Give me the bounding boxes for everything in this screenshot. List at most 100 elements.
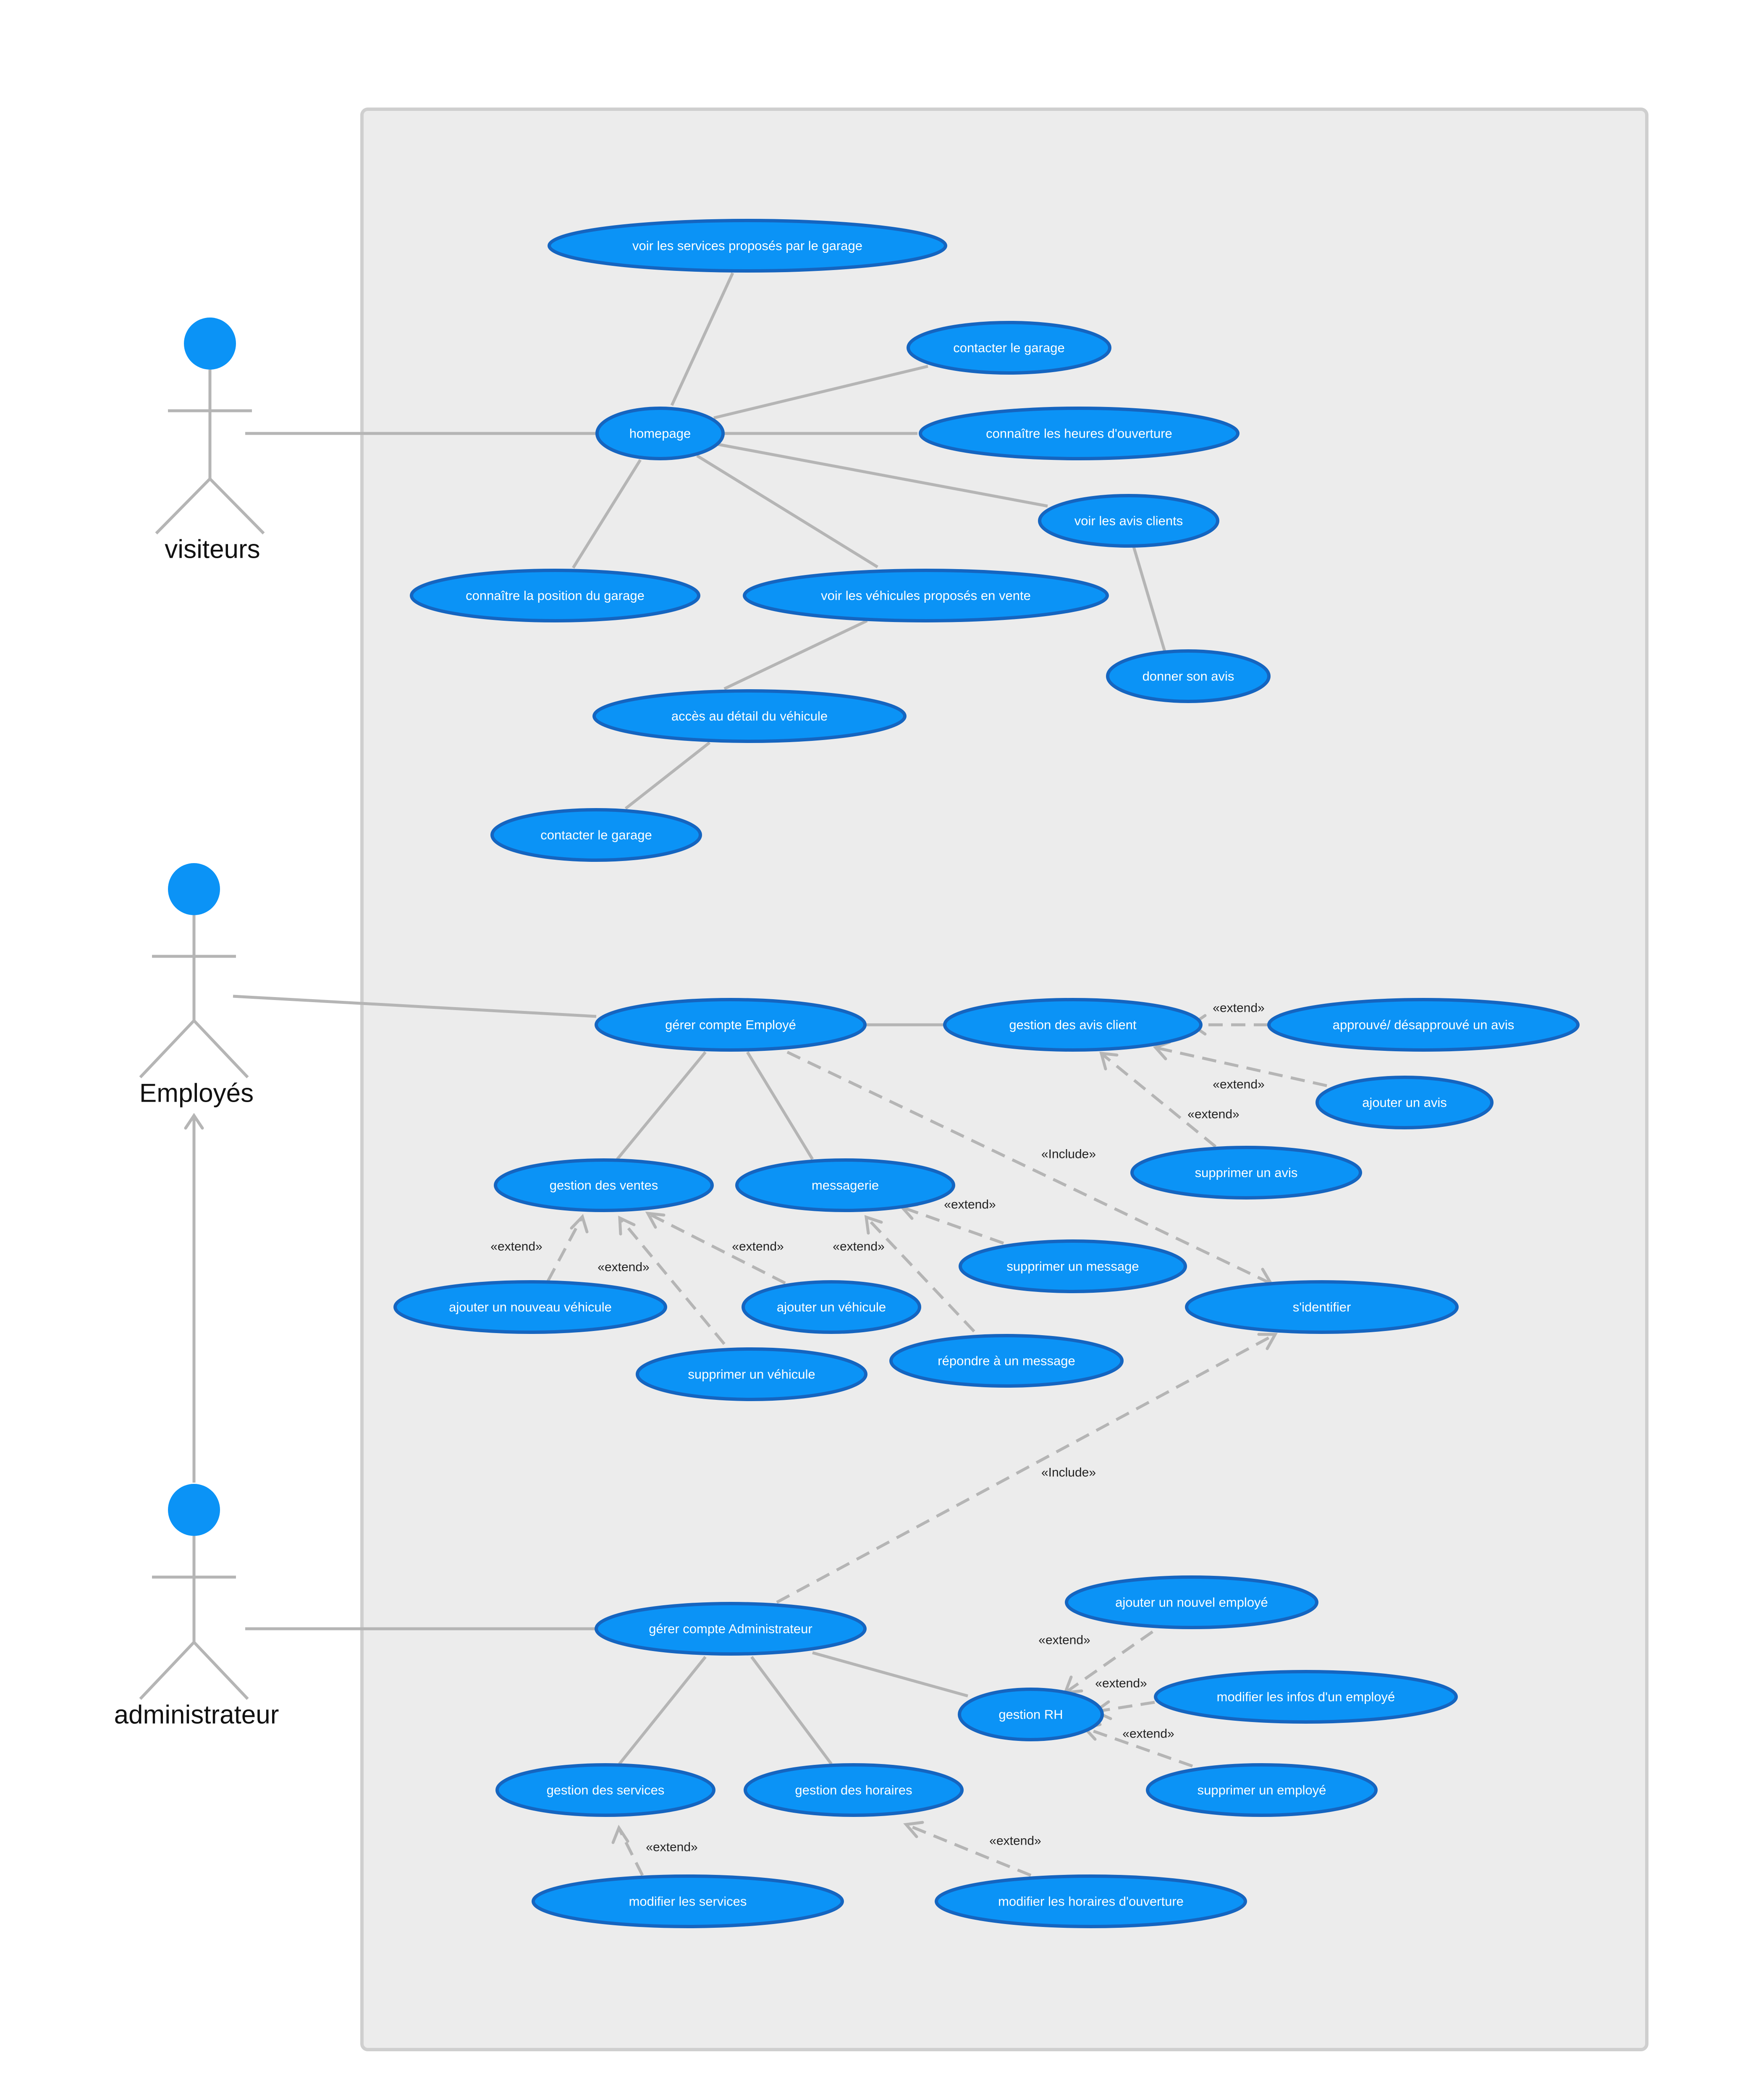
arrow-ajouter-vehicule: [645, 1211, 666, 1229]
assoc-admin-rh: [812, 1651, 968, 1698]
use-case-detail-vehicule[interactable]: accès au détail du véhicule: [592, 689, 907, 743]
use-case-label: répondre à un message: [938, 1354, 1075, 1368]
use-case-supprimer-avis[interactable]: supprimer un avis: [1130, 1146, 1362, 1200]
dep-ajouter-avis: [1156, 1046, 1327, 1087]
actor-head: [168, 863, 220, 915]
assoc-admin-services: [618, 1656, 707, 1765]
association-lines: [233, 272, 1173, 1765]
stereo-extend: «extend»: [490, 1240, 542, 1254]
use-case-label: messagerie: [812, 1178, 879, 1193]
use-case-label: gérer compte Employé: [665, 1018, 796, 1032]
system-boundary: [360, 108, 1648, 2051]
use-case-label: supprimer un véhicule: [688, 1367, 815, 1382]
stereo-include: «Include»: [1041, 1147, 1096, 1161]
use-case-gestion-horaires[interactable]: gestion des horaires: [744, 1763, 964, 1817]
use-case-label: accès au détail du véhicule: [671, 709, 828, 724]
use-case-label: gestion des ventes: [550, 1178, 658, 1193]
use-case-label: ajouter un avis: [1362, 1095, 1447, 1110]
use-case-label: s'identifier: [1293, 1300, 1351, 1315]
use-case-approuve-avis[interactable]: approuvé/ désapprouvé un avis: [1267, 998, 1580, 1052]
stereo-extend: «extend»: [1213, 1078, 1264, 1092]
use-case-voir-avis[interactable]: voir les avis clients: [1038, 494, 1219, 548]
use-case-modifier-services[interactable]: modifier les services: [532, 1874, 844, 1928]
dep-supprimer-avis: [1101, 1053, 1217, 1148]
use-case-gestion-avis-client[interactable]: gestion des avis client: [943, 998, 1203, 1052]
use-case-contacter-garage[interactable]: contacter le garage: [907, 321, 1111, 375]
arrow-modifier-services: [611, 1824, 629, 1844]
use-case-gerer-compte-employe[interactable]: gérer compte Employé: [595, 998, 867, 1052]
assoc-homepage-position: [572, 459, 642, 569]
arrow-supprimer-avis: [1099, 1051, 1119, 1071]
use-case-supprimer-message[interactable]: supprimer un message: [959, 1239, 1187, 1293]
actor-employes[interactable]: Employés: [139, 863, 254, 1108]
assoc-admin-horaires: [750, 1656, 833, 1765]
stereo-include: «Include»: [1041, 1466, 1096, 1480]
arrow-ajouter-nouveau-vehicule: [570, 1214, 589, 1234]
arrow-repondre-message: [864, 1215, 883, 1235]
actor-head: [184, 318, 236, 370]
use-case-ajouter-vehicule[interactable]: ajouter un véhicule: [742, 1280, 921, 1334]
use-case-gestion-rh[interactable]: gestion RH: [958, 1688, 1104, 1741]
use-case-label: ajouter un nouveau véhicule: [449, 1300, 612, 1315]
use-case-heures-ouverture[interactable]: connaître les heures d'ouverture: [919, 407, 1240, 460]
arrow-include-admin: [1257, 1333, 1278, 1350]
use-case-gestion-services[interactable]: gestion des services: [495, 1763, 715, 1817]
dep-ajouter-employe: [1065, 1630, 1154, 1693]
use-case-label: gestion des avis client: [1009, 1018, 1137, 1032]
use-case-repondre-message[interactable]: répondre à un message: [889, 1334, 1124, 1388]
use-case-label: gérer compte Administrateur: [649, 1622, 812, 1636]
use-case-messagerie[interactable]: messagerie: [735, 1158, 955, 1212]
use-case-position-garage[interactable]: connaître la position du garage: [410, 569, 700, 622]
use-case-label: connaître la position du garage: [466, 588, 645, 603]
use-case-label: contacter le garage: [953, 341, 1064, 355]
use-case-label: ajouter un nouvel employé: [1115, 1595, 1268, 1610]
use-case-label: connaître les heures d'ouverture: [986, 426, 1172, 441]
assoc-homepage-vehicules: [696, 454, 878, 568]
stereo-extend: «extend»: [1038, 1633, 1090, 1647]
use-case-donner-avis[interactable]: donner son avis: [1106, 649, 1271, 703]
assoc-vehicules-detail: [723, 619, 868, 690]
stereo-extend: «extend»: [646, 1840, 697, 1854]
dep-modifier-infos: [1095, 1701, 1155, 1713]
actor-visiteurs[interactable]: visiteurs: [155, 318, 265, 564]
use-case-modifier-horaires[interactable]: modifier les horaires d'ouverture: [935, 1874, 1247, 1928]
dep-supprimer-message: [902, 1206, 1004, 1245]
actor-administrateur[interactable]: administrateur: [114, 1484, 279, 1730]
use-case-voir-vehicules[interactable]: voir les véhicules proposés en vente: [743, 569, 1109, 622]
dep-include-admin: [776, 1333, 1275, 1604]
use-case-label: voir les véhicules proposés en vente: [821, 588, 1031, 603]
use-case-supprimer-employe[interactable]: supprimer un employé: [1146, 1763, 1378, 1817]
use-case-ajouter-employe[interactable]: ajouter un nouvel employé: [1065, 1575, 1318, 1629]
stereotype-labels: «extend» «extend» «extend» «Include» «ex…: [490, 1001, 1264, 1854]
use-case-label: contacter le garage: [540, 828, 652, 843]
assoc-gerer-messagerie: [746, 1051, 814, 1160]
use-case-gestion-ventes[interactable]: gestion des ventes: [494, 1158, 714, 1212]
actor-label-administrateur: administrateur: [114, 1701, 279, 1730]
use-case-ajouter-avis[interactable]: ajouter un avis: [1316, 1076, 1494, 1129]
stereo-extend: «extend»: [944, 1198, 996, 1212]
dep-modifier-services: [618, 1828, 644, 1876]
stereo-extend: «extend»: [732, 1240, 784, 1254]
use-case-ajouter-nouveau-vehicule[interactable]: ajouter un nouveau véhicule: [393, 1280, 667, 1334]
stereo-extend: «extend»: [833, 1240, 884, 1254]
stereo-extend: «extend»: [1095, 1677, 1147, 1690]
use-case-voir-services[interactable]: voir les services proposés par le garage: [548, 219, 947, 273]
dep-ajouter-vehicule: [648, 1212, 786, 1285]
use-case-modifier-infos-employe[interactable]: modifier les infos d'un employé: [1154, 1670, 1458, 1724]
use-case-s-identifier[interactable]: s'identifier: [1185, 1280, 1459, 1334]
use-case-contacter-garage-2[interactable]: contacter le garage: [490, 808, 702, 862]
assoc-homepage-avis: [718, 443, 1048, 508]
stereo-extend: «extend»: [1213, 1001, 1264, 1015]
use-case-supprimer-vehicule[interactable]: supprimer un véhicule: [636, 1347, 867, 1401]
use-case-label: gestion des services: [547, 1783, 665, 1798]
arrow-supprimer-vehicule: [618, 1215, 636, 1236]
use-case-label: voir les services proposés par le garage: [632, 239, 862, 253]
actor-head: [168, 1484, 220, 1536]
use-case-label: homepage: [629, 426, 691, 441]
use-case-gerer-compte-admin[interactable]: gérer compte Administrateur: [595, 1602, 867, 1656]
use-case-homepage[interactable]: homepage: [595, 407, 725, 460]
use-case-label: approuvé/ désapprouvé un avis: [1333, 1018, 1515, 1032]
dep-supprimer-employe: [1085, 1727, 1193, 1768]
